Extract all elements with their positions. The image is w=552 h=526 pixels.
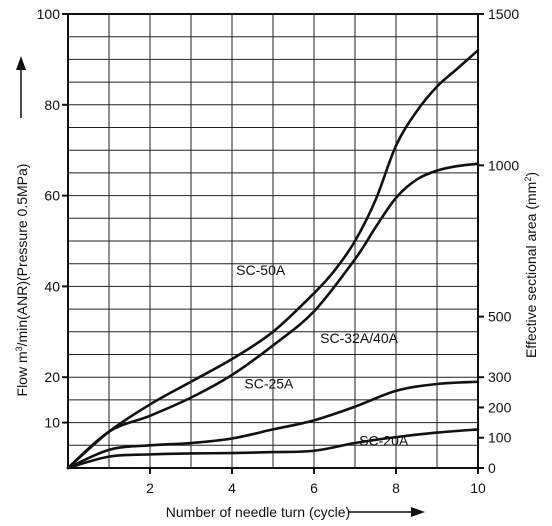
- label-text: ): [523, 172, 539, 177]
- series-label-sc-25a: SC-25A: [244, 376, 294, 392]
- left-axis-ticks: 10 20 40 60 80 100: [37, 6, 68, 431]
- right-tick-label: 1500: [488, 6, 519, 22]
- x-axis-arrow-head: [411, 507, 425, 517]
- right-tick-label: 200: [488, 399, 512, 415]
- right-tick-label: 500: [488, 309, 512, 325]
- right-tick-label: 0: [488, 460, 496, 476]
- right-axis-ticks: 0 100 200 300 500 1000 1500: [478, 6, 519, 476]
- x-tick-label: 4: [228, 480, 236, 496]
- x-axis-label: Number of needle turn (cycle): [166, 504, 350, 520]
- series-line-sc-50a: [66, 49, 480, 470]
- left-tick-label: 10: [44, 415, 60, 431]
- series-label-sc-50a: SC-50A: [236, 262, 286, 278]
- left-axis-arrow-head: [16, 56, 26, 70]
- left-tick-label: 60: [44, 188, 60, 204]
- chart-grid: [68, 14, 478, 468]
- x-axis-ticks: 2 4 6 8 10: [146, 468, 486, 496]
- superscript: 3: [14, 346, 24, 351]
- x-tick-label: 8: [392, 480, 400, 496]
- left-tick-label: 80: [44, 97, 60, 113]
- superscript: 2: [523, 177, 533, 182]
- right-axis-label: Effective sectional area (mm2): [523, 172, 539, 358]
- right-tick-label: 1000: [488, 157, 519, 173]
- series-group: SC-50A SC-32A/40A SC-25A SC-20A: [66, 49, 480, 470]
- left-tick-label: 40: [44, 278, 60, 294]
- series-label-sc-32a-40a: SC-32A/40A: [320, 330, 398, 346]
- label-text: /min(ANR)(Pressure 0.5MPa): [14, 164, 30, 347]
- right-tick-label: 300: [488, 369, 512, 385]
- series-label-sc-20a: SC-20A: [359, 432, 409, 448]
- x-tick-label: 6: [310, 480, 318, 496]
- label-text: Flow m: [14, 351, 30, 396]
- left-tick-label: 100: [37, 6, 61, 22]
- series-line-sc-32a-40a: [66, 162, 480, 470]
- left-axis-label: Flow m3/min(ANR)(Pressure 0.5MPa): [14, 164, 30, 397]
- left-tick-label: 20: [44, 369, 60, 385]
- axis-arrows: [16, 56, 425, 517]
- series-line-sc-20a: [66, 428, 480, 470]
- plot-frame: [67, 13, 479, 469]
- x-tick-label: 2: [146, 480, 154, 496]
- series-line-sc-25a: [66, 380, 480, 470]
- label-text: Effective sectional area (mm: [523, 182, 539, 358]
- x-tick-label: 10: [470, 480, 486, 496]
- right-tick-label: 100: [488, 430, 512, 446]
